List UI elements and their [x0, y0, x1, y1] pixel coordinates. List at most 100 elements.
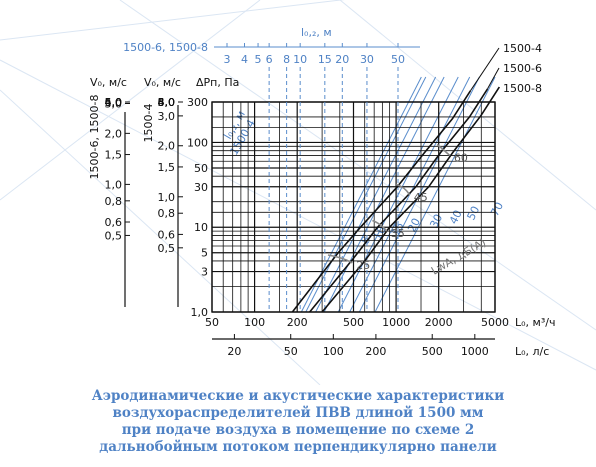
diag-label-6: 50 — [464, 204, 482, 222]
top-tick-label-3: 6 — [266, 53, 273, 66]
v4-tick-label-5: 2,0 — [158, 140, 176, 153]
noise-curve-60 — [436, 143, 451, 157]
series-line-1500-4 — [291, 90, 472, 313]
top-axis: 1500-6, 1500-8l₀,₂, м3 4 5 6 8 10 15 20 30 50 — [123, 26, 420, 312]
x-tick-label-4: 1000 — [382, 316, 410, 329]
x2-tick-label-5: 1000 — [461, 345, 489, 358]
top-tick-label-9: 50 — [391, 53, 405, 66]
v68-group-label: 1500-6, 1500-8 — [88, 95, 101, 180]
dp-tick-label-3: 10 — [194, 221, 208, 234]
top-tick-label-1: 4 — [241, 53, 248, 66]
v4-tick-label-4: 1,5 — [158, 161, 176, 174]
background-decoration — [0, 0, 596, 385]
diag-line-3 — [323, 76, 445, 313]
v4-tick-label-9: 6,0 — [158, 96, 176, 109]
noise-value-45: 45 — [414, 191, 428, 204]
v68-tick-label-0: 0,5 — [105, 229, 123, 242]
noise-curve-25 — [327, 254, 353, 264]
top-group-label: 1500-6, 1500-8 — [123, 41, 208, 54]
dp-tick-label-7: 300 — [187, 96, 208, 109]
x2-tick-label-0: 20 — [227, 345, 241, 358]
caption-line-1: Аэродинамические и акустические характер… — [91, 388, 505, 404]
v4-tick-label-2: 0,8 — [158, 207, 176, 220]
diag-label-3: 20 — [405, 216, 423, 234]
noise-value-35: 35 — [391, 227, 405, 240]
v68-tick-label-8: 5,0 — [105, 96, 123, 109]
chart-caption: Аэродинамические и акустические характер… — [0, 388, 596, 456]
x-tick-label-1: 100 — [244, 316, 265, 329]
caption-line-3: при подаче воздуха в помещение по схеме … — [121, 422, 475, 438]
top-tick-label-8: 30 — [360, 53, 374, 66]
diag-line-1 — [305, 76, 427, 313]
x-tick-label-0: 50 — [205, 316, 219, 329]
top-tick-label-6: 15 — [318, 53, 332, 66]
top-tick-label-2: 5 — [255, 53, 262, 66]
v68-axis-label: V₀, м/с — [90, 76, 127, 89]
series-leader-1500-4 — [469, 47, 500, 92]
dp-axis-label: ΔPп, Па — [196, 76, 239, 89]
series-group: 1500-4 1500-6 1500-8 — [291, 42, 542, 313]
noise-curve-45 — [395, 183, 411, 196]
bg-line-1 — [0, 59, 596, 371]
v4-tick-label-1: 0,6 — [158, 228, 176, 241]
series-line-1500-6 — [309, 88, 489, 313]
dp-tick-label-0: 1,0 — [191, 306, 209, 319]
v68-tick-label-3: 1,0 — [105, 178, 123, 191]
series-label-1500-4: 1500-4 — [503, 42, 542, 55]
v4-tick-label-8: 5,0 — [158, 96, 176, 109]
v68-tick-label-2: 0,8 — [105, 195, 123, 208]
top-axis-label: l₀,₂, м — [301, 26, 332, 39]
v4-group-label: 1500-4 — [142, 104, 155, 143]
diag-label-7: 70 — [488, 200, 506, 218]
plot-frame — [211, 101, 496, 313]
dp-tick-label-1: 3 — [201, 266, 208, 279]
dp-tick-label-5: 50 — [194, 162, 208, 175]
grid — [211, 101, 496, 313]
series-label-1500-8: 1500-8 — [503, 82, 542, 95]
bg-line-3 — [339, 0, 596, 211]
diag-line-0 — [300, 76, 422, 313]
x2-axis-label: L₀, л/с — [515, 345, 549, 358]
series-leader-1500-6 — [487, 67, 500, 90]
v4-tick-label-0: 0,5 — [158, 242, 176, 255]
diag-label-4: 30 — [427, 212, 445, 230]
v4-axis-label: V₀, м/с — [144, 76, 181, 89]
top-tick-label-7: 20 — [335, 53, 349, 66]
dp-tick-label-2: 5 — [201, 247, 208, 260]
noise-curve-35 — [372, 219, 388, 232]
v68-tick-label-5: 2,0 — [105, 127, 123, 140]
diag-line-2 — [315, 76, 437, 313]
v4-tick-label-10: 8,0 — [158, 96, 176, 109]
axes: 50 100 200 500 1000 2000 5000 L₀, м³/ч 20 50 100 20… — [88, 76, 555, 358]
dp-tick-label-6: 100 — [187, 136, 208, 149]
v4-tick-label-6: 3,0 — [158, 110, 176, 123]
v68-tick-label-7: 4,0 — [105, 96, 123, 109]
x-tick-label-3: 500 — [343, 316, 364, 329]
bg-line-5 — [0, 0, 261, 201]
x2-tick-label-3: 200 — [365, 345, 386, 358]
x-tick-label-2: 200 — [287, 316, 308, 329]
v68-tick-label-1: 0,6 — [105, 216, 123, 229]
x2-tick-label-2: 100 — [323, 345, 344, 358]
noise-value-25: 25 — [356, 259, 370, 272]
diag-label-5: 40 — [447, 208, 465, 226]
dp-tick-label-4: 30 — [194, 181, 208, 194]
diag-line-7 — [374, 76, 496, 313]
bg-line-0 — [0, 0, 345, 41]
x2-tick-label-4: 500 — [422, 345, 443, 358]
top-tick-label-5: 10 — [293, 53, 307, 66]
bg-line-4 — [119, 0, 596, 331]
x2-tick-label-1: 50 — [284, 345, 298, 358]
caption-line-4: дальнобойным потоком перпендикулярно пан… — [99, 439, 497, 455]
top-tick-label-4: 8 — [283, 53, 290, 66]
x-tick-label-6: 5000 — [481, 316, 509, 329]
v68-tick-label-6: 3,0 — [105, 98, 123, 111]
v68-tick-label-4: 1,5 — [105, 149, 123, 162]
caption-line-2: воздухораспределителей ПВВ длиной 1500 м… — [112, 405, 484, 421]
diag-line-6 — [358, 76, 480, 313]
v4-tick-label-7: 4,0 — [158, 96, 176, 109]
x-axis-label: L₀, м³/ч — [515, 316, 555, 329]
v68-tick-label-9: 6,0 — [105, 96, 123, 109]
series-label-1500-6: 1500-6 — [503, 62, 542, 75]
